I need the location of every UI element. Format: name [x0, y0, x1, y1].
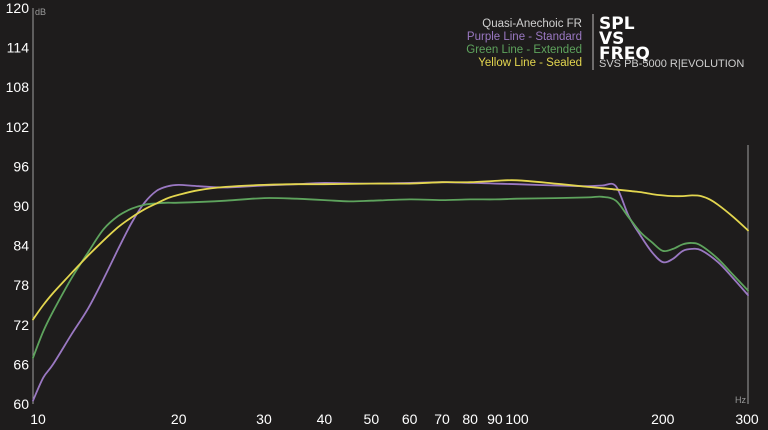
- y-tick-label: 90: [13, 198, 29, 214]
- y-tick-label: 120: [6, 0, 30, 16]
- x-tick-labels: 10 20 30 40 50 60 70 80 90 100 200 300: [30, 411, 759, 427]
- x-tick-label: 300: [735, 411, 759, 427]
- y-tick-label: 114: [7, 40, 30, 56]
- x-tick-label: 90: [487, 411, 503, 427]
- x-axis-unit-label: Hz: [735, 395, 746, 405]
- legend: Quasi-Anechoic FR Purple Line - Standard…: [466, 18, 582, 69]
- legend-entry-yellow: Yellow Line - Sealed: [478, 57, 582, 69]
- legend-title: Quasi-Anechoic FR: [482, 18, 582, 30]
- y-tick-label: 102: [6, 119, 30, 135]
- y-tick-label: 60: [13, 396, 29, 412]
- y-tick-label: 78: [13, 277, 29, 293]
- series-lines: [32, 179, 749, 402]
- badge-subtitle: SVS PB-5000 R|EVOLUTION: [599, 58, 744, 70]
- series-standard-line: [32, 181, 749, 402]
- x-tick-label: 100: [505, 411, 529, 427]
- x-tick-label: 10: [30, 411, 46, 427]
- series-extended-line: [32, 195, 749, 359]
- x-tick-label: 60: [402, 411, 418, 427]
- x-tick-label: 20: [171, 411, 187, 427]
- badge-spl: SPL: [599, 14, 635, 34]
- y-tick-label: 66: [13, 356, 29, 372]
- legend-entry-purple: Purple Line - Standard: [467, 31, 582, 43]
- x-tick-label: 30: [256, 411, 272, 427]
- title-badge: SPL VS FREQ SVS PB-5000 R|EVOLUTION: [599, 14, 744, 70]
- x-tick-label: 50: [364, 411, 380, 427]
- chart-axes: [32, 8, 749, 404]
- x-tick-label: 200: [651, 411, 675, 427]
- legend-entry-green: Green Line - Extended: [466, 44, 582, 56]
- y-tick-label: 84: [13, 238, 29, 254]
- x-tick-label: 70: [434, 411, 450, 427]
- y-axis-unit-label: dB: [35, 7, 46, 17]
- y-tick-label: 72: [13, 317, 29, 333]
- x-tick-label: 40: [317, 411, 333, 427]
- y-tick-label: 96: [13, 158, 29, 174]
- badge-freq: FREQ: [599, 44, 650, 64]
- y-tick-label: 108: [6, 79, 30, 95]
- y-tick-labels: 60 66 72 78 84 90 96 102 108 114 120: [6, 0, 30, 412]
- x-tick-label: 80: [462, 411, 478, 427]
- series-sealed-line: [32, 179, 749, 321]
- badge-vs: VS: [599, 29, 624, 49]
